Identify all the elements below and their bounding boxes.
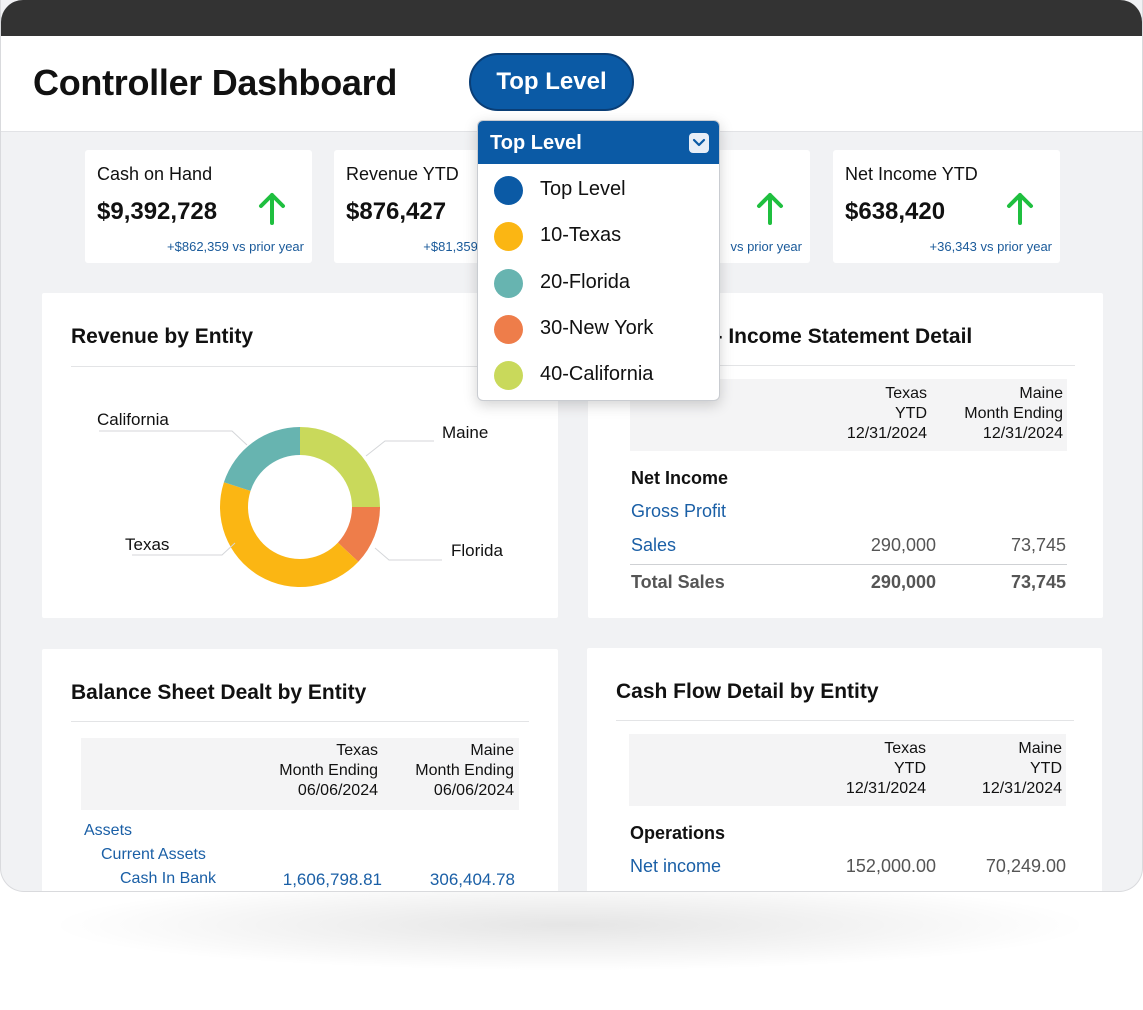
label-texas: Texas [125,535,169,554]
kpi-delta: vs prior year [730,239,802,254]
chevron-down-icon[interactable] [689,133,709,153]
table-header [629,734,1066,806]
dropdown-selected-label: Top Level [490,132,582,154]
section-net-income: Net Income [631,468,729,488]
cell-net-income-maine: 70,249.00 [985,856,1066,876]
link-net-income[interactable]: Net income [630,856,722,876]
revenue-donut-chart: California Maine Texas Florida [97,410,504,587]
cell-total-sales-texas: 290,000 [870,572,936,592]
kpi-value: $9,392,728 [97,198,218,225]
app-window: Controller Dashboard Top Level Cash on H… [0,0,1143,892]
color-dot-icon [494,176,523,205]
option-label: 40-California [540,363,654,385]
page-header: Controller Dashboard Top Level [1,36,1142,132]
cell-total-sales-maine: 73,745 [1010,572,1066,592]
trend-up-icon [757,193,783,225]
kpi-value: $876,427 [346,198,447,225]
row-total-sales: Total Sales [631,572,725,592]
col-header-maine: Maine YTD 12/31/2024 [981,740,1062,797]
trend-up-icon [259,193,285,225]
color-dot-icon [494,269,523,298]
kpi-label: Revenue YTD [346,164,459,184]
option-label: 10-Texas [540,224,622,246]
dropdown-option-new-york[interactable]: 30-New York [478,308,719,348]
dropdown-option-texas[interactable]: 10-Texas [478,215,719,255]
col-header-maine: Maine Month Ending 12/31/2024 [964,385,1063,442]
dropdown-option-california[interactable]: 40-California [478,354,719,394]
col-header-texas: Texas YTD 12/31/2024 [845,740,926,797]
option-label: Top Level [540,178,626,200]
table-header [81,738,519,810]
dropdown-option-top-level[interactable]: Top Level [478,169,719,209]
color-dot-icon [494,315,523,344]
label-florida: Florida [451,541,504,560]
link-current-assets[interactable]: Current Assets [101,846,206,863]
divider [71,366,559,367]
leader-line-texas [132,542,236,556]
dropdown-selected[interactable]: Top Level [478,121,719,164]
kpi-card-net-income-ytd: Net Income YTD $638,420 +36,343 vs prior… [833,150,1060,263]
leader-line-maine [365,440,434,457]
panel-title: Revenue by Entity [71,325,254,348]
page-title: Controller Dashboard [33,62,398,103]
divider [71,721,529,722]
link-sales[interactable]: Sales [631,535,677,555]
panel-title: Balance Sheet Dealt by Entity [71,681,367,704]
entity-dropdown-menu: Top Level Top Level 10-Texas 20-Florida … [477,120,720,401]
col-header-texas: Texas Month Ending 06/06/2024 [279,742,378,799]
kpi-label: Cash on Hand [97,164,213,184]
link-cash-in-bank[interactable]: Cash In Bank [120,870,217,887]
kpi-delta: +36,343 vs prior year [929,239,1052,254]
link-gross-profit[interactable]: Gross Profit [631,501,727,521]
divider [630,564,1067,565]
kpi-value: $638,420 [845,198,946,225]
donut-slice-maine[interactable] [300,427,380,507]
entity-selector-button[interactable]: Top Level [469,53,634,111]
cell-sales-texas: 290,000 [870,535,936,555]
leader-line-florida [374,547,442,561]
option-label: 20-Florida [540,271,631,293]
kpi-label: Net Income YTD [845,164,978,184]
col-header-maine: Maine Month Ending 06/06/2024 [415,742,514,799]
section-operations: Operations [630,823,726,843]
donut-slice-texas[interactable] [220,482,359,587]
revenue-by-entity-panel: Revenue by Entity California Maine Texas… [42,293,559,618]
panel-title: s - Income Statement Detail [698,325,973,348]
color-dot-icon [494,361,523,390]
label-california: California [97,410,169,429]
divider [617,365,1075,366]
leader-line-california [99,430,248,446]
color-dot-icon [494,222,523,251]
cell-net-income-texas: 152,000.00 [845,856,936,876]
kpi-delta: +$862,359 vs prior year [167,239,304,254]
link-assets[interactable]: Assets [84,822,133,839]
donut-slice-california[interactable] [223,427,300,491]
balance-sheet-panel: Balance Sheet Dealt by Entity Texas Month… [42,649,558,891]
option-label: 30-New York [540,317,654,339]
label-maine: Maine [442,423,488,442]
dropdown-option-florida[interactable]: 20-Florida [478,262,719,302]
cell-sales-maine: 73,745 [1010,535,1066,555]
cash-flow-panel: Cash Flow Detail by Entity Texas YTD 12/31… [587,648,1102,891]
cell-cash-in-bank-maine[interactable]: 306,404.78 [429,870,515,889]
divider [616,720,1074,721]
window-titlebar [1,0,1142,36]
window-shadow [60,880,1080,970]
panel-title: Cash Flow Detail by Entity [616,680,879,703]
col-header-texas: Texas YTD 12/31/2024 [846,385,927,442]
cell-cash-in-bank-texas[interactable]: 1,606,798.81 [282,870,382,889]
donut-slice-florida[interactable] [337,507,380,562]
trend-up-icon [1007,193,1033,225]
kpi-card-cash-on-hand: Cash on Hand $9,392,728 +$862,359 vs pri… [85,150,312,263]
